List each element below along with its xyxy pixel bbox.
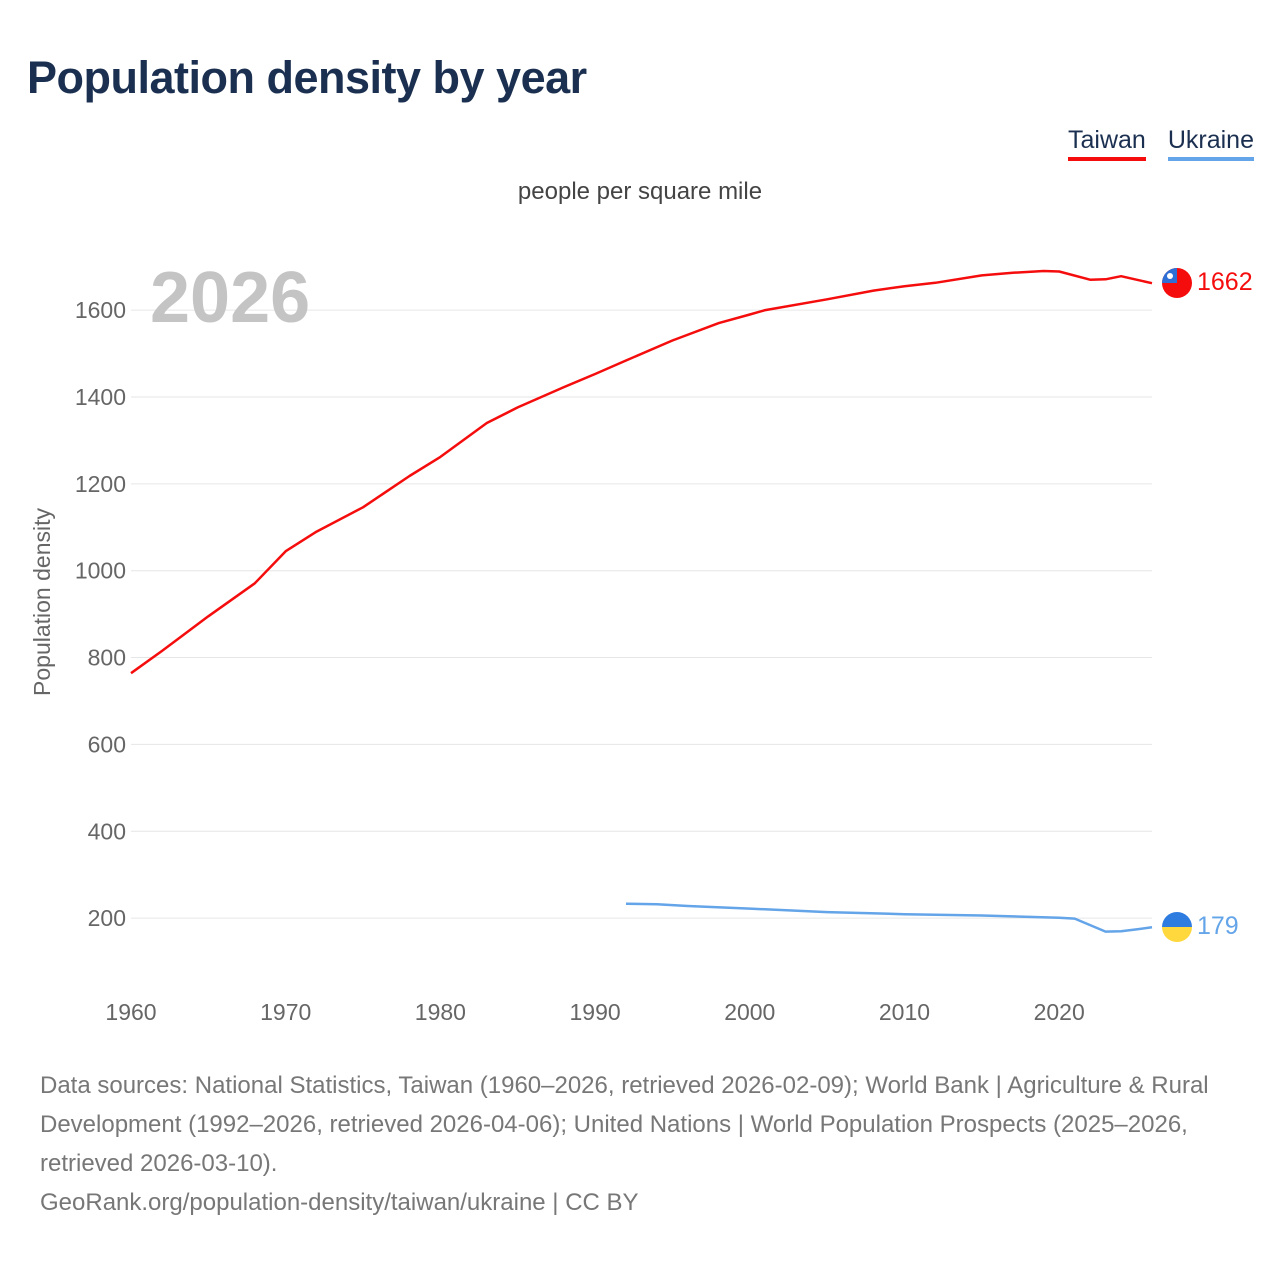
sources-text: Data sources: National Statistics, Taiwa…: [40, 1072, 1209, 1177]
series-line-taiwan: [130, 269, 1153, 675]
x-tick-label: 2000: [724, 999, 775, 1025]
unit-label: people per square mile: [517, 178, 763, 205]
legend-item-ukraine[interactable]: Ukraine: [1167, 126, 1254, 161]
y-tick-label: 1000: [75, 558, 126, 584]
x-tick-label: 1990: [570, 999, 621, 1025]
x-tick-label: 1960: [105, 999, 156, 1025]
y-tick-label: 1400: [75, 384, 126, 410]
sources: Data sources: National Statistics, Taiwa…: [40, 1066, 1250, 1222]
taiwan-flag-icon: [1162, 268, 1192, 298]
y-tick-label: 1600: [75, 297, 126, 323]
ukraine-flag-icon: [1162, 912, 1192, 942]
taiwan-end-label: 1662: [1197, 268, 1253, 296]
year-watermark: 2026: [150, 258, 310, 338]
y-tick-label: 1200: [75, 471, 126, 497]
y-tick-label: 200: [88, 905, 126, 931]
y-tick-label: 400: [88, 818, 126, 844]
ukraine-end-label: 179: [1197, 912, 1239, 940]
series-line-ukraine: [625, 902, 1153, 933]
credit-link[interactable]: GeoRank.org/population-density/taiwan/uk…: [40, 1189, 639, 1216]
x-tick-label: 2010: [879, 999, 930, 1025]
grid: [131, 309, 1152, 919]
legend-item-taiwan[interactable]: Taiwan: [1068, 126, 1146, 161]
y-tick-label: 800: [88, 645, 126, 671]
x-tick-label: 1970: [260, 999, 311, 1025]
legend: Taiwan Ukraine: [1068, 126, 1254, 161]
y-tick-label: 600: [88, 731, 126, 757]
x-tick-label: 2020: [1034, 999, 1085, 1025]
chart-title: Population density by year: [27, 52, 587, 103]
line-chart: 2026 Population density 200 400 600 800 1000…: [29, 258, 1253, 1025]
y-axis-label: Population density: [29, 508, 55, 696]
x-tick-label: 1980: [415, 999, 466, 1025]
